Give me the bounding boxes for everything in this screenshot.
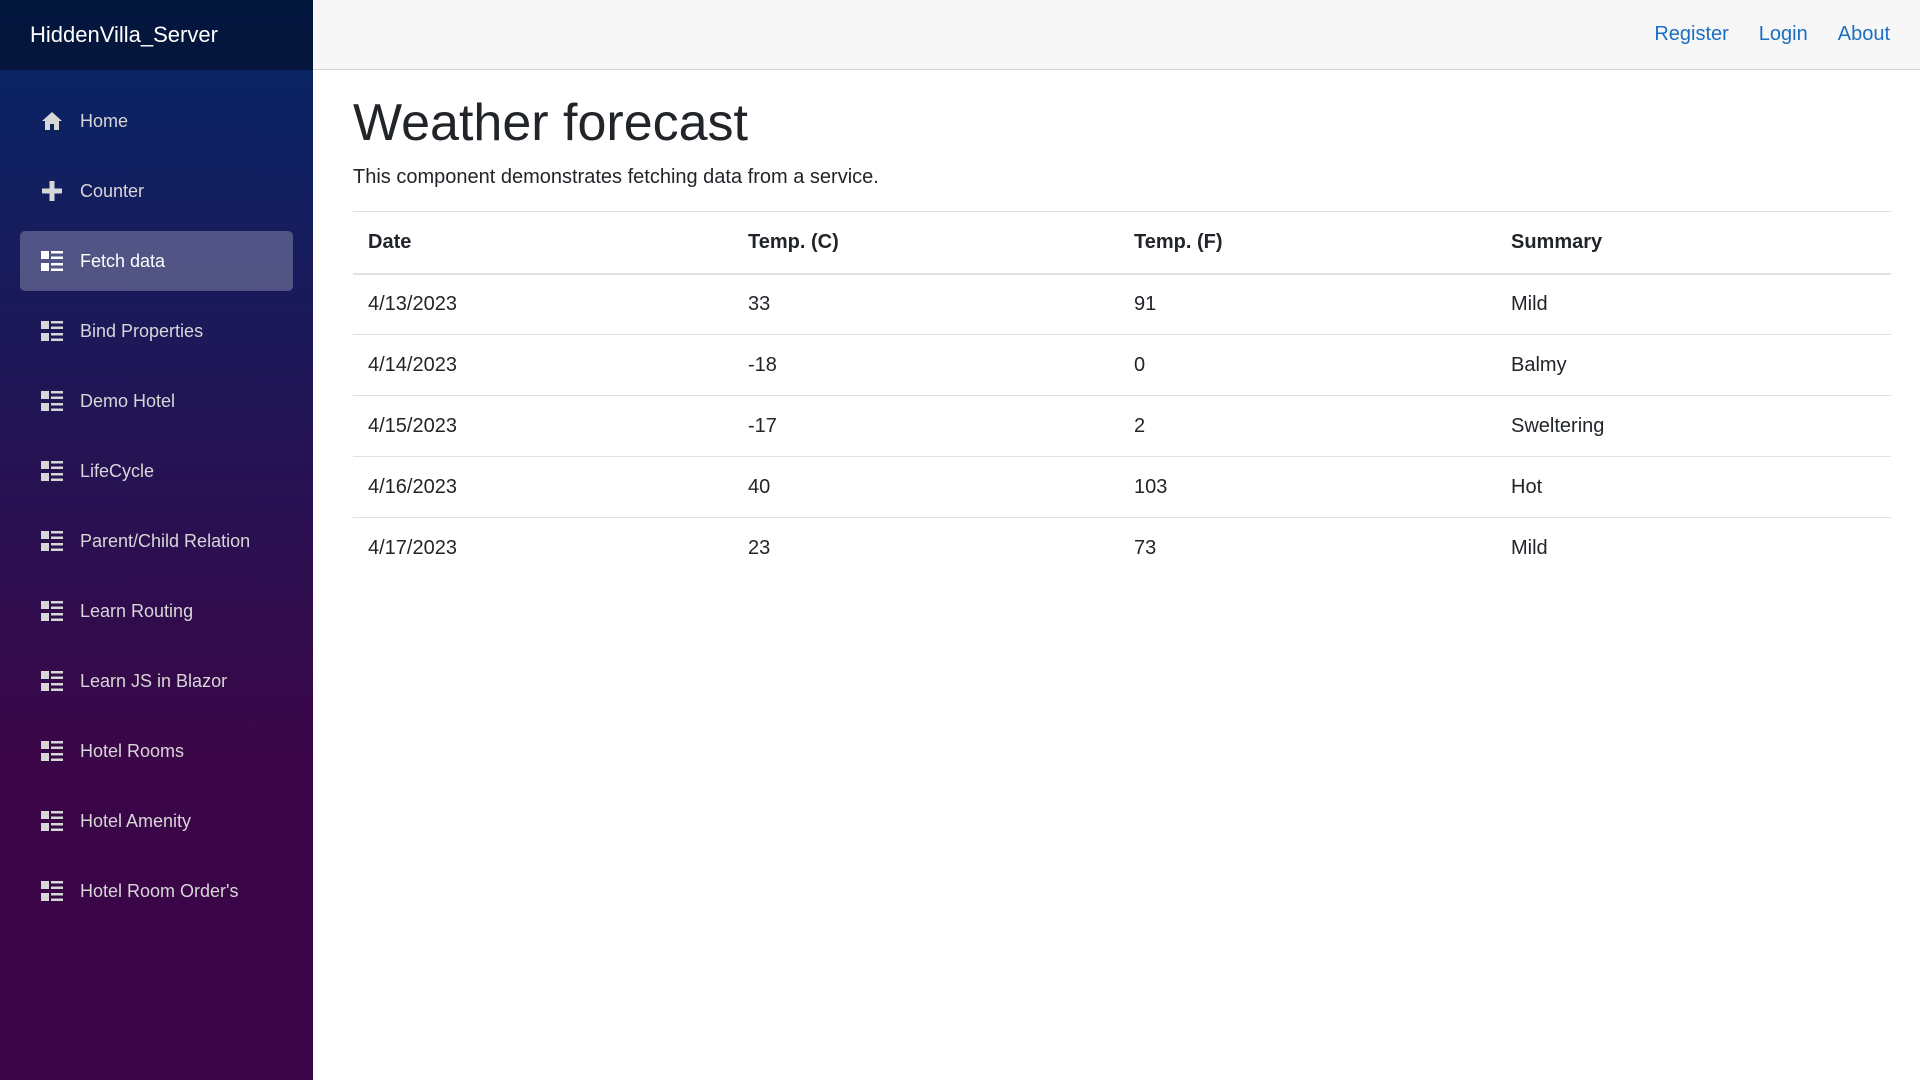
- sidebar-item-hotel-amenity: Hotel Amenity: [0, 786, 313, 856]
- forecast-table: Date Temp. (C) Temp. (F) Summary 4/13/20…: [353, 211, 1891, 579]
- list-rich-icon: [40, 249, 64, 273]
- sidebar-item-counter: Counter: [0, 156, 313, 226]
- cell-date: 4/14/2023: [353, 334, 733, 397]
- cell-summary: Balmy: [1496, 334, 1891, 397]
- sidebar-item-parent-child-relation: Parent/Child Relation: [0, 506, 313, 576]
- list-rich-icon: [40, 879, 64, 903]
- list-rich-icon: [40, 529, 64, 553]
- sidebar-item-label: Learn JS in Blazor: [80, 670, 228, 691]
- cell-temp-f: 0: [1119, 334, 1496, 397]
- sidebar-link-hotel-rooms[interactable]: Hotel Rooms: [20, 721, 293, 781]
- list-rich-icon: [40, 739, 64, 763]
- cell-temp-c: 40: [733, 456, 1119, 519]
- sidebar-item-label: Fetch data: [80, 250, 166, 271]
- cell-date: 4/15/2023: [353, 395, 733, 458]
- table-row: 4/13/2023 33 91 Mild: [353, 273, 1891, 336]
- top-row: Register Login About: [313, 0, 1920, 70]
- sidebar-link-demo-hotel[interactable]: Demo Hotel: [20, 371, 293, 431]
- sidebar-item-label: Home: [80, 110, 129, 131]
- sidebar-item-label: Parent/Child Relation: [80, 530, 251, 551]
- table-row: 4/16/2023 40 103 Hot: [353, 456, 1891, 519]
- sidebar-item-learn-js-in-blazor: Learn JS in Blazor: [0, 646, 313, 716]
- sidebar: HiddenVilla_Server Home Counter: [0, 0, 313, 1080]
- sidebar-item-fetch-data: Fetch data: [0, 226, 313, 296]
- sidebar-link-hotel-amenity[interactable]: Hotel Amenity: [20, 791, 293, 851]
- home-icon: [40, 109, 64, 133]
- cell-date: 4/13/2023: [353, 273, 733, 336]
- page-title: Weather forecast: [353, 94, 749, 152]
- sidebar-item-hotel-room-orders: Hotel Room Order's: [0, 856, 313, 926]
- table-row: 4/17/2023 23 73 Mild: [353, 518, 1891, 579]
- main-content: Weather forecast This component demonstr…: [353, 70, 1891, 579]
- sidebar-item-home: Home: [0, 86, 313, 156]
- list-rich-icon: [40, 669, 64, 693]
- sidebar-item-label: Hotel Rooms: [80, 740, 185, 761]
- sidebar-item-label: Demo Hotel: [80, 390, 176, 411]
- sidebar-item-label: Hotel Amenity: [80, 810, 192, 831]
- sidebar-nav: Home Counter Fetch data: [0, 70, 313, 926]
- sidebar-item-label: Hotel Room Order's: [80, 880, 239, 901]
- cell-summary: Sweltering: [1496, 395, 1891, 458]
- brand-link[interactable]: HiddenVilla_Server: [30, 22, 218, 47]
- column-header-temp-c: Temp. (C): [733, 211, 1119, 275]
- sidebar-link-parent-child-relation[interactable]: Parent/Child Relation: [20, 511, 293, 571]
- cell-date: 4/16/2023: [353, 456, 733, 519]
- column-header-date: Date: [353, 211, 733, 275]
- brand-bar: HiddenVilla_Server: [0, 0, 313, 70]
- list-rich-icon: [40, 319, 64, 343]
- cell-summary: Mild: [1511, 537, 1548, 560]
- sidebar-item-lifecycle: LifeCycle: [0, 436, 313, 506]
- sidebar-link-home[interactable]: Home: [20, 91, 293, 151]
- about-link[interactable]: About: [1837, 23, 1890, 45]
- plus-icon: [40, 179, 64, 203]
- register-link[interactable]: Register: [1654, 23, 1729, 45]
- sidebar-item-bind-properties: Bind Properties: [0, 296, 313, 366]
- sidebar-link-bind-properties[interactable]: Bind Properties: [20, 301, 293, 361]
- cell-temp-f: 103: [1119, 456, 1496, 519]
- sidebar-link-counter[interactable]: Counter: [20, 161, 293, 221]
- list-rich-icon: [40, 459, 64, 483]
- table-header-row: Date Temp. (C) Temp. (F) Summary: [353, 211, 1891, 275]
- list-rich-icon: [40, 809, 64, 833]
- list-rich-icon: [40, 389, 64, 413]
- cell-temp-c: -17: [733, 395, 1119, 458]
- sidebar-item-label: LifeCycle: [80, 460, 155, 481]
- sidebar-item-label: Counter: [80, 180, 145, 201]
- column-header-temp-f: Temp. (F): [1119, 211, 1496, 275]
- login-link[interactable]: Login: [1758, 23, 1808, 45]
- cell-temp-c: 23: [748, 537, 771, 560]
- cell-temp-f: 2: [1119, 395, 1496, 458]
- list-rich-icon: [40, 599, 64, 623]
- cell-temp-c: 33: [733, 273, 1119, 336]
- cell-summary: Mild: [1496, 273, 1891, 336]
- sidebar-link-learn-js-in-blazor[interactable]: Learn JS in Blazor: [20, 651, 293, 711]
- sidebar-item-demo-hotel: Demo Hotel: [0, 366, 313, 436]
- cell-summary: Hot: [1496, 456, 1891, 519]
- sidebar-link-hotel-room-orders[interactable]: Hotel Room Order's: [20, 861, 293, 921]
- table-row: 4/15/2023 -17 2 Sweltering: [353, 395, 1891, 458]
- sidebar-link-fetch-data[interactable]: Fetch data: [20, 231, 293, 291]
- sidebar-item-learn-routing: Learn Routing: [0, 576, 313, 646]
- table-row: 4/14/2023 -18 0 Balmy: [353, 334, 1891, 397]
- page-description: This component demonstrates fetching dat…: [353, 166, 879, 189]
- sidebar-item-label: Bind Properties: [80, 320, 204, 341]
- sidebar-item-label: Learn Routing: [80, 600, 194, 621]
- sidebar-item-hotel-rooms: Hotel Rooms: [0, 716, 313, 786]
- cell-temp-f: 73: [1134, 537, 1157, 560]
- sidebar-link-learn-routing[interactable]: Learn Routing: [20, 581, 293, 641]
- cell-temp-f: 91: [1119, 273, 1496, 336]
- column-header-summary: Summary: [1496, 211, 1891, 275]
- cell-date: 4/17/2023: [368, 537, 457, 560]
- sidebar-link-lifecycle[interactable]: LifeCycle: [20, 441, 293, 501]
- cell-temp-c: -18: [733, 334, 1119, 397]
